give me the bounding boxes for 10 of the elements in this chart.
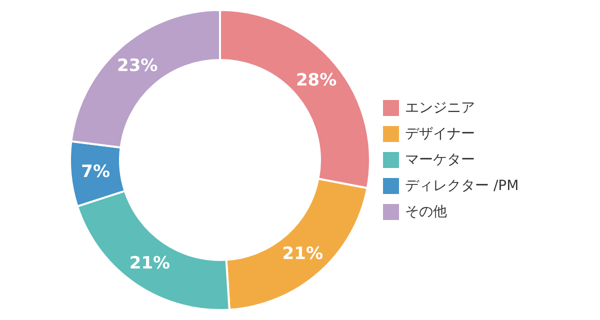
data-label: 21%: [282, 244, 324, 264]
data-label: 7%: [81, 162, 110, 182]
legend-label: ディレクター /PM: [405, 177, 519, 196]
legend-label: その他: [405, 203, 447, 222]
legend-label: マーケター: [405, 151, 475, 170]
data-label: 23%: [116, 56, 158, 76]
legend-label: エンジニア: [405, 99, 475, 118]
data-label: 28%: [296, 70, 337, 90]
legend-label: デザイナー: [405, 125, 475, 144]
data-label: 21%: [129, 253, 170, 274]
